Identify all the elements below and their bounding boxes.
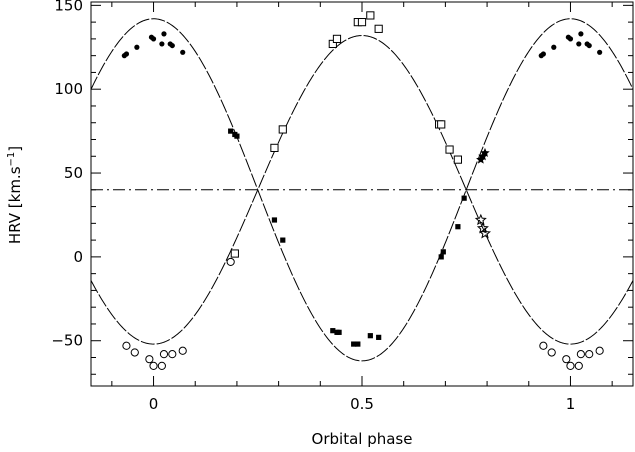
data-point-open-square	[366, 11, 375, 20]
data-point-filled-square	[330, 328, 336, 334]
data-point-filled-circle	[576, 41, 582, 47]
data-point-open-square	[437, 120, 446, 129]
x-tick-label: 0	[149, 395, 159, 413]
data-point-open-circle	[562, 355, 571, 364]
data-point-open-circle	[226, 257, 235, 267]
plot-area	[91, 11, 633, 370]
data-point-open-circle	[547, 348, 556, 357]
data-point-filled-circle	[578, 31, 584, 37]
data-point-open-square	[357, 18, 367, 27]
data-point-open-square	[230, 249, 239, 258]
data-point-filled-circle	[540, 51, 546, 57]
data-point-filled-square	[376, 334, 382, 340]
data-point-filled-square	[351, 341, 357, 347]
x-tick-label: 0.5	[350, 395, 374, 413]
data-point-filled-square	[461, 195, 467, 201]
data-point-filled-circle	[567, 36, 574, 42]
data-point-filled-square	[234, 133, 240, 139]
data-point-filled-circle	[159, 41, 165, 47]
data-point-open-circle	[149, 361, 158, 370]
data-point-open-circle	[178, 346, 187, 355]
data-point-open-circle	[168, 350, 177, 359]
y-tick-label: −50	[51, 332, 83, 350]
data-point-open-star	[479, 227, 491, 239]
rv-fit-curve	[91, 18, 633, 362]
data-point-filled-circle	[150, 36, 157, 42]
data-point-filled-square	[438, 254, 444, 260]
data-point-filled-circle	[586, 42, 592, 49]
plot-frame	[90, 1, 634, 387]
y-tick-label: 0	[73, 248, 83, 266]
data-point-open-circle	[576, 350, 585, 359]
data-point-filled-circle	[134, 44, 140, 50]
data-point-filled-square	[228, 128, 234, 134]
data-point-filled-square	[336, 329, 342, 335]
x-tick-label: 1	[566, 395, 576, 413]
y-tick-label: 50	[64, 164, 83, 182]
data-point-open-circle	[595, 346, 604, 355]
y-axis-label-sup: −1	[6, 152, 17, 167]
y-axis-label-main: HRV [km.s	[6, 166, 24, 244]
data-point-filled-square	[455, 224, 461, 230]
data-point-filled-square	[280, 237, 286, 243]
data-point-open-circle	[566, 361, 575, 370]
x-axis-label: Orbital phase	[312, 430, 413, 448]
data-point-open-square	[445, 145, 454, 154]
data-point-open-star	[474, 213, 487, 226]
y-tick-label: 150	[54, 0, 83, 14]
data-point-filled-square	[440, 249, 446, 255]
data-point-filled-circle	[169, 42, 175, 49]
data-point-open-square	[453, 155, 462, 164]
data-point-open-circle	[539, 341, 548, 350]
data-point-filled-square	[367, 333, 373, 339]
data-point-open-square	[278, 125, 287, 134]
y-axis-label-end: ]	[6, 146, 24, 152]
y-axis-label: HRV [km.s−1]	[6, 146, 24, 244]
data-point-open-circle	[574, 361, 583, 370]
data-point-open-square	[374, 24, 383, 33]
data-point-open-square	[328, 39, 337, 49]
data-point-filled-star	[480, 147, 490, 157]
data-point-open-square	[332, 34, 342, 43]
data-point-open-circle	[145, 355, 154, 364]
data-point-open-circle	[585, 350, 594, 359]
data-point-filled-circle	[551, 44, 557, 50]
data-point-filled-circle	[180, 49, 186, 55]
data-point-filled-circle	[161, 31, 167, 37]
y-tick-label: 100	[54, 80, 83, 98]
data-point-open-circle	[159, 350, 169, 359]
data-point-filled-circle	[597, 49, 603, 55]
data-point-open-circle	[122, 341, 131, 350]
data-point-filled-square	[271, 217, 278, 223]
data-point-filled-square	[355, 341, 361, 347]
data-point-open-star	[476, 222, 489, 234]
data-point-open-square	[270, 143, 279, 152]
data-point-open-circle	[130, 348, 139, 357]
rv-fit-curve	[91, 35, 633, 345]
data-point-open-circle	[157, 361, 166, 370]
data-point-filled-circle	[123, 51, 130, 57]
